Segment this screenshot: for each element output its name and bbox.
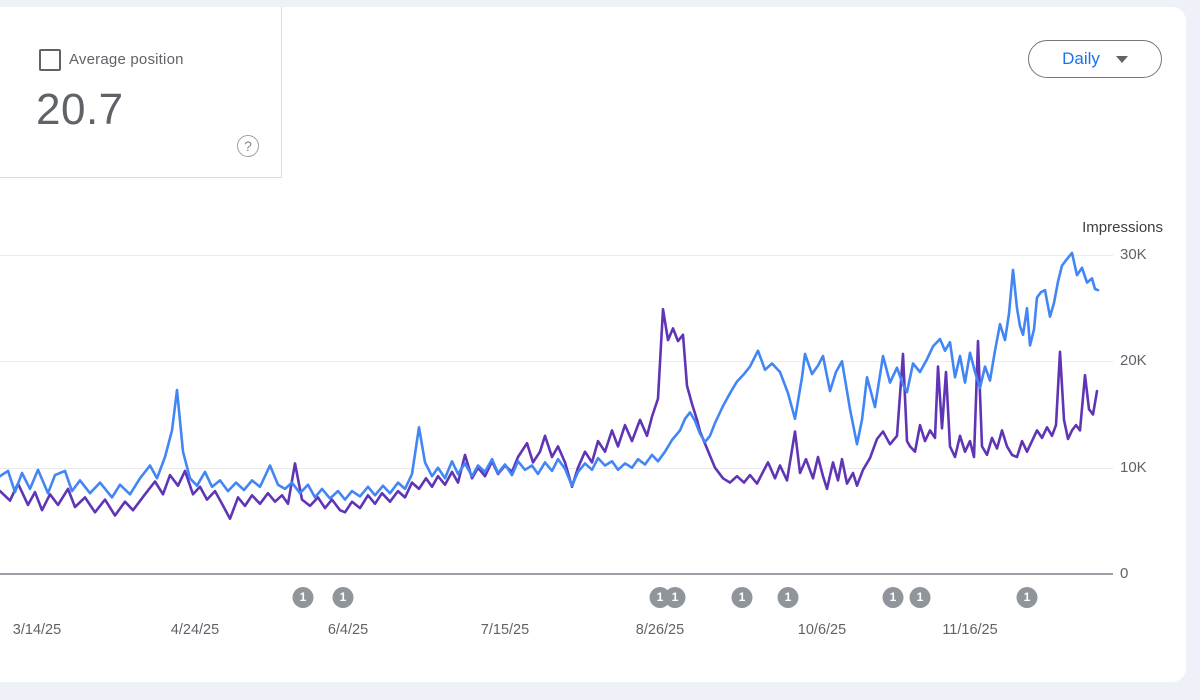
x-axis-tick-label: 10/6/25 — [797, 622, 847, 638]
gridline — [0, 467, 1113, 469]
average-position-value: 20.7 — [36, 85, 124, 134]
average-position-label: Average position — [69, 51, 184, 68]
annotation-badge[interactable]: 1 — [332, 587, 354, 608]
x-axis-tick-label: 8/26/25 — [635, 622, 685, 638]
x-axis-tick-label: 7/15/25 — [480, 622, 530, 638]
gridline — [0, 361, 1113, 363]
average-position-tile[interactable]: Average position 20.7 ? — [0, 7, 282, 178]
annotation-badge[interactable]: 1 — [882, 587, 904, 608]
y-axis-tick-label: 10K — [1120, 458, 1147, 476]
x-axis-tick-label: 11/16/25 — [942, 622, 998, 638]
gridline — [0, 255, 1113, 256]
x-axis-tick-label: 3/14/25 — [12, 622, 62, 638]
x-axis-tick-label: 6/4/25 — [327, 622, 369, 638]
impressions-blue-line — [0, 251, 1100, 501]
y-axis-title: Impressions — [1082, 219, 1163, 236]
x-axis-tick-label: 4/24/25 — [170, 622, 220, 638]
annotation-badge[interactable]: 1 — [731, 587, 753, 608]
granularity-dropdown[interactable]: Daily — [1028, 40, 1162, 78]
annotation-badge[interactable]: 1 — [1016, 587, 1038, 608]
chevron-down-icon — [1115, 55, 1128, 63]
annotation-badge[interactable]: 1 — [292, 587, 314, 608]
annotation-badge[interactable]: 1 — [909, 587, 931, 608]
impressions-purple-line — [0, 307, 1099, 521]
x-axis-baseline — [0, 573, 1113, 575]
y-axis-tick-label: 20K — [1120, 352, 1147, 370]
y-axis-tick-label: 30K — [1120, 246, 1147, 263]
help-icon[interactable]: ? — [237, 135, 259, 157]
granularity-dropdown-label: Daily — [1062, 49, 1100, 68]
average-position-checkbox[interactable] — [39, 49, 61, 71]
annotation-badge[interactable]: 1 — [664, 587, 686, 608]
y-axis-tick-label: 0 — [1120, 565, 1129, 582]
annotation-badge[interactable]: 1 — [777, 587, 799, 608]
performance-report-card: Average position 20.7 ? Daily Impression… — [0, 7, 1186, 682]
